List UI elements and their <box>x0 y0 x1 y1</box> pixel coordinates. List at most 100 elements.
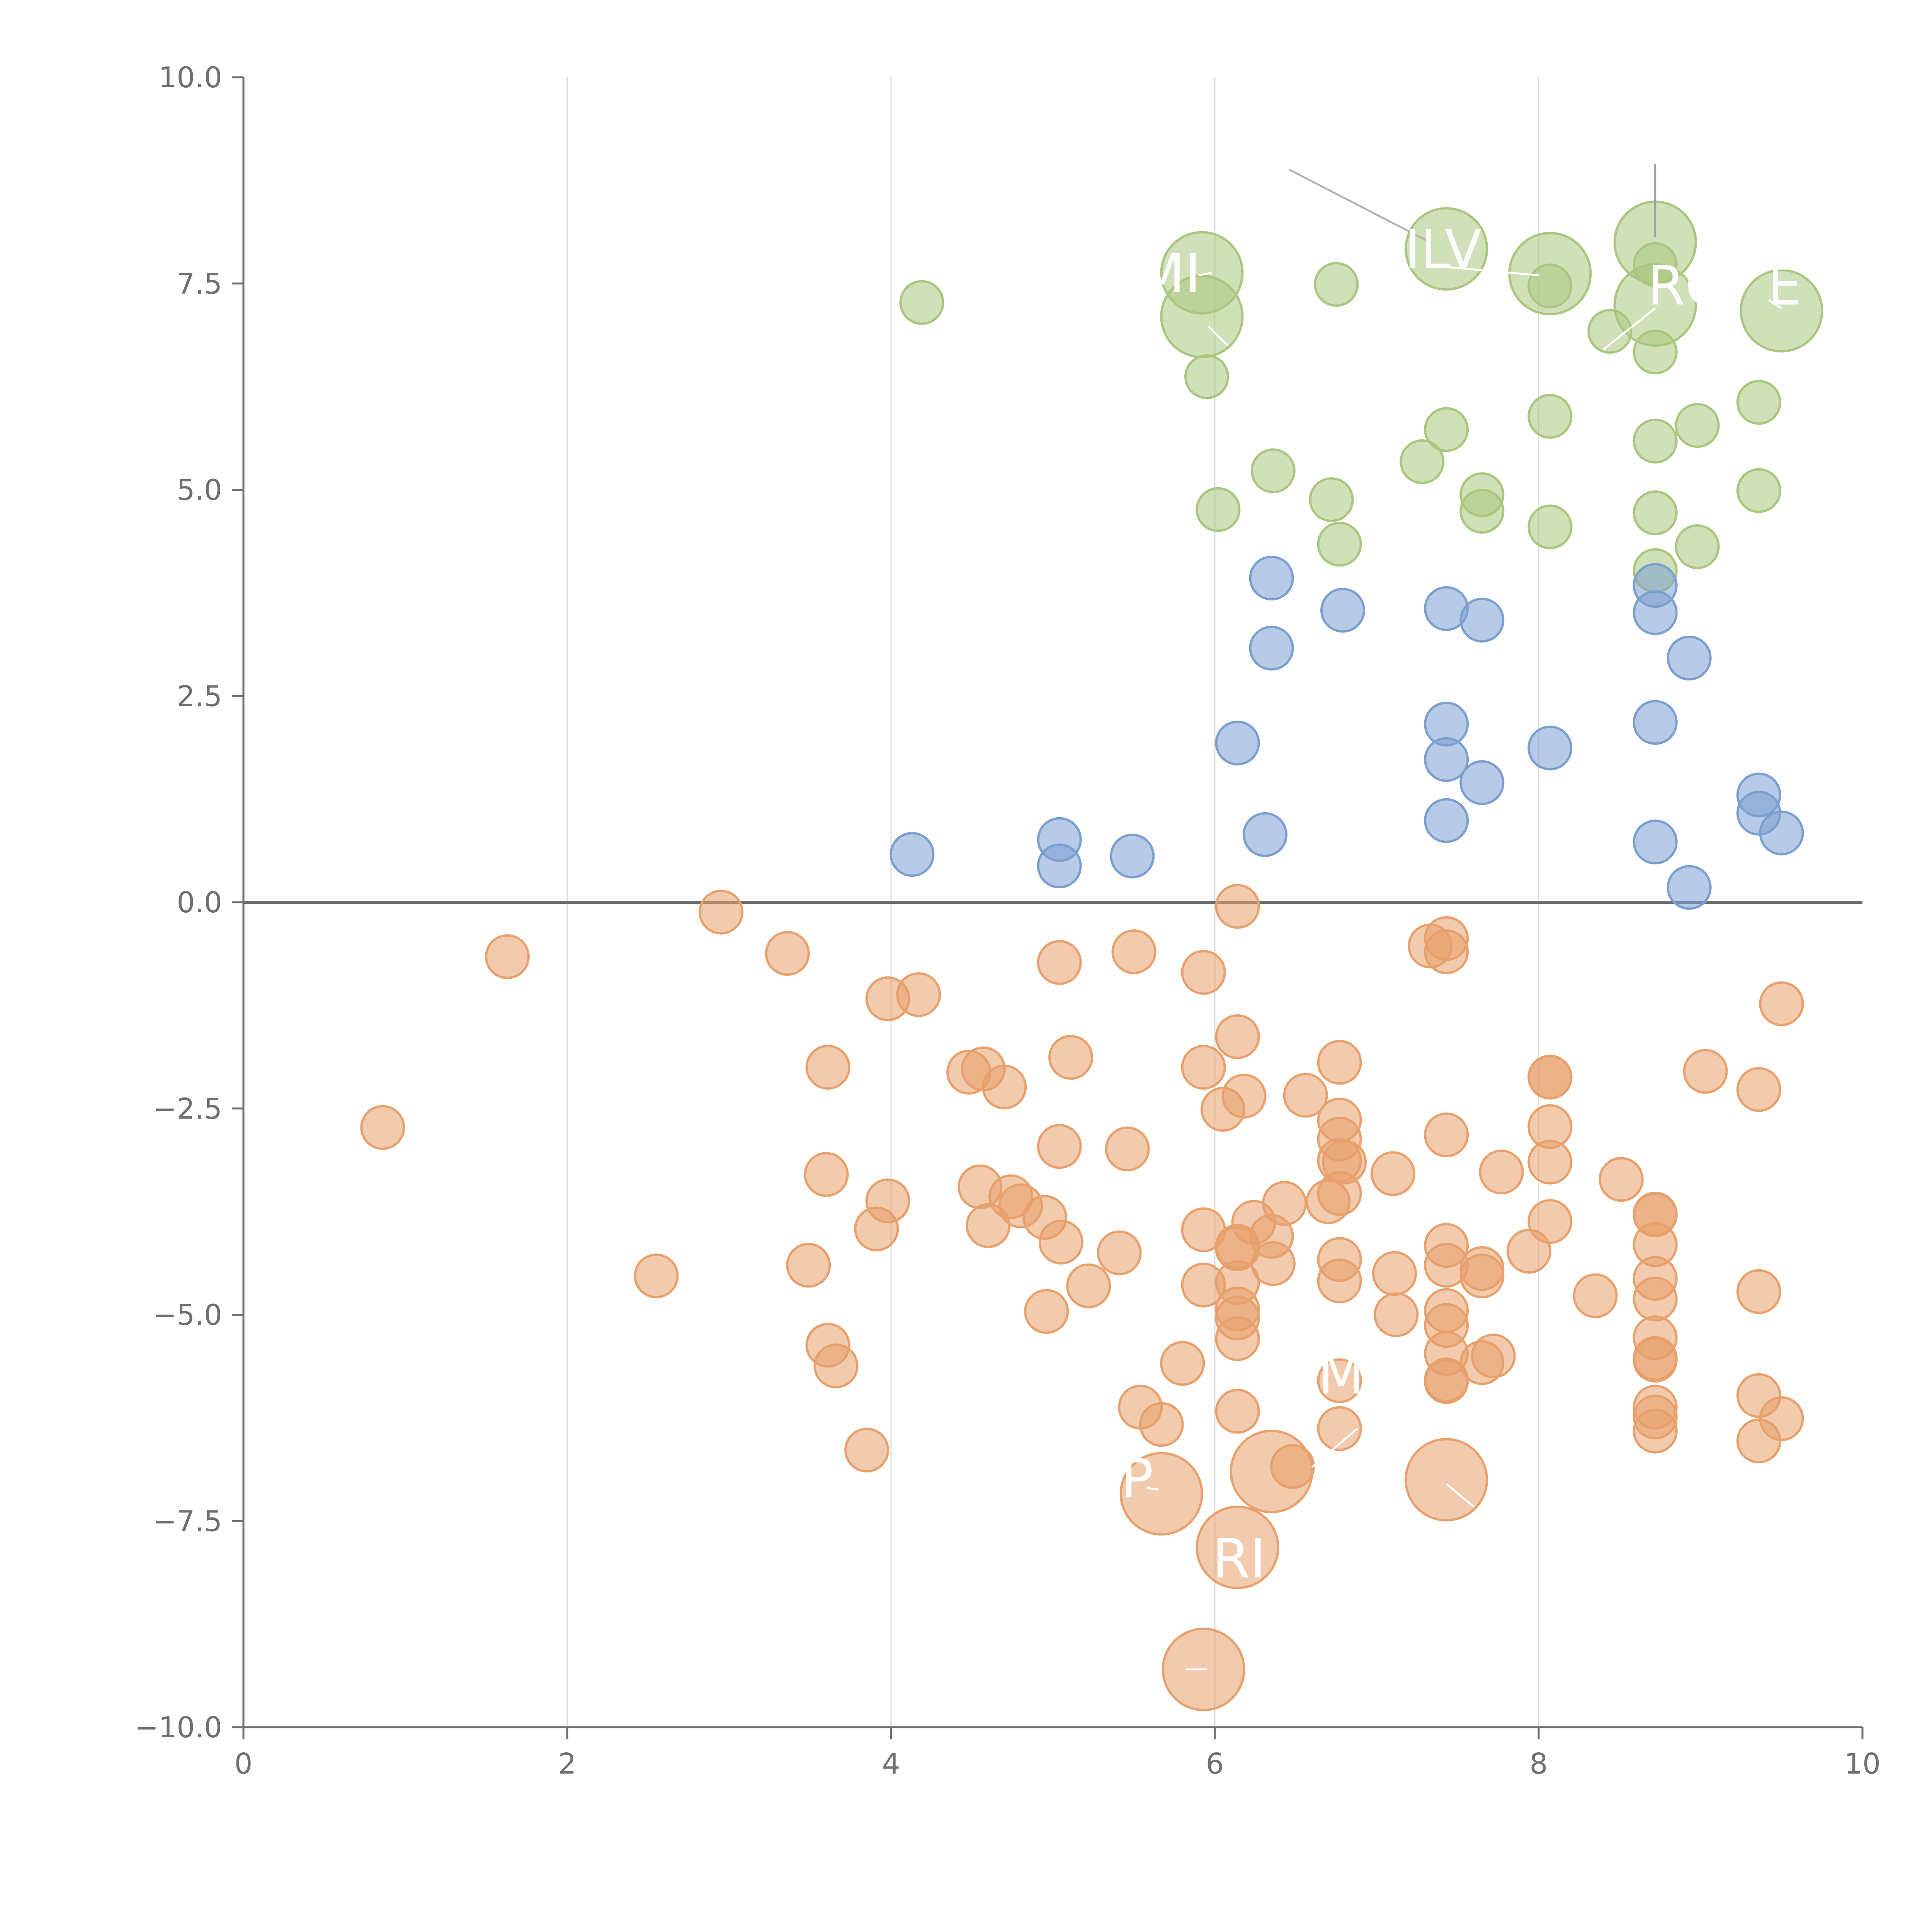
orange-point <box>786 1243 831 1288</box>
orange-point <box>1759 1396 1804 1441</box>
orange-point <box>1037 940 1082 985</box>
blue-point <box>1424 737 1469 782</box>
orange-point <box>1736 1269 1781 1314</box>
point-annotation: ILV <box>1405 218 1482 281</box>
blue-point <box>1633 820 1678 865</box>
leader-line <box>1208 325 1229 346</box>
orange-point <box>1181 1045 1226 1090</box>
blue-point <box>1249 626 1294 671</box>
green-point <box>1675 403 1720 448</box>
orange-point <box>1424 1112 1469 1158</box>
leader-line <box>1289 168 1431 243</box>
orange-point <box>805 1045 850 1090</box>
x-tick-label: 6 <box>1206 1747 1224 1781</box>
orange-point <box>1322 1139 1367 1185</box>
orange-highlight-point <box>1405 1438 1488 1522</box>
green-point <box>1317 522 1362 567</box>
x-tick-label: 10 <box>1844 1747 1881 1781</box>
blue-point <box>1110 833 1155 879</box>
orange-point <box>1374 1292 1419 1337</box>
green-highlight-point <box>1740 269 1823 353</box>
leader-lines <box>1146 164 1782 1671</box>
green-point <box>1736 468 1781 513</box>
leader-line <box>1198 272 1212 276</box>
blue-point <box>1667 865 1712 910</box>
orange-point <box>1215 1389 1260 1434</box>
orange-highlight-point <box>1230 1430 1313 1514</box>
orange-point <box>1139 1402 1184 1447</box>
y-tick-label: 7.5 <box>177 267 222 301</box>
green-point <box>1736 380 1781 425</box>
x-tick-label: 8 <box>1529 1747 1548 1781</box>
orange-point <box>804 1152 849 1197</box>
point-annotation: RI <box>1213 1527 1266 1590</box>
y-tick-label: −7.5 <box>153 1505 222 1538</box>
orange-point <box>1471 1333 1516 1379</box>
point-annotation: P <box>1121 1447 1153 1510</box>
leader-line <box>1446 1483 1475 1508</box>
orange-point <box>765 931 810 976</box>
blue-point <box>1459 760 1505 805</box>
orange-point <box>813 1343 859 1388</box>
point-annotation: RO <box>1648 255 1728 318</box>
blue-point <box>1424 798 1469 843</box>
orange-point <box>360 1105 405 1150</box>
orange-point <box>1215 1014 1260 1060</box>
orange-point <box>634 1253 679 1299</box>
orange-point <box>1527 1139 1573 1185</box>
orange-point <box>1283 1073 1328 1118</box>
orange-point <box>1633 1276 1678 1321</box>
point-annotation: M <box>1318 1344 1364 1406</box>
orange-point <box>1317 1406 1362 1451</box>
orange-point <box>1215 1316 1260 1361</box>
blue-point <box>1633 700 1678 745</box>
orange-point <box>1599 1157 1644 1202</box>
orange-point <box>865 1178 910 1223</box>
orange-point <box>1317 1040 1362 1085</box>
y-tick-label: 0.0 <box>177 886 222 919</box>
green-point <box>1314 262 1359 307</box>
orange-point <box>1683 1049 1728 1094</box>
y-tick-label: 2.5 <box>177 680 222 713</box>
leader-line <box>1146 1487 1158 1491</box>
blue-point <box>1667 636 1712 681</box>
green-highlight-point <box>1160 275 1244 359</box>
orange-point <box>1105 1126 1150 1172</box>
orange-point <box>1097 1230 1142 1276</box>
green-point <box>1309 477 1354 522</box>
orange-point <box>1160 1341 1205 1386</box>
leader-line <box>1446 266 1539 276</box>
leader-line <box>1311 1428 1358 1468</box>
green-point <box>1424 407 1469 452</box>
orange-point <box>1250 1241 1296 1286</box>
orange-point <box>1111 929 1156 975</box>
y-tick-label: −10.0 <box>134 1711 222 1744</box>
leader-line <box>1603 307 1656 350</box>
orange-point <box>1221 1073 1267 1119</box>
leader-line <box>1768 299 1782 309</box>
orange-point <box>1759 981 1804 1026</box>
green-point <box>899 280 944 325</box>
orange-point <box>1038 1219 1083 1265</box>
green-point <box>1633 418 1678 464</box>
orange-point <box>982 1065 1027 1110</box>
green-point <box>1250 448 1296 493</box>
y-tick-label: 5.0 <box>177 474 222 507</box>
orange-point <box>1215 884 1260 929</box>
green-point <box>1633 490 1678 536</box>
orange-point <box>1424 1357 1469 1403</box>
point-annotation: MI <box>1138 242 1201 305</box>
orange-point <box>1633 1408 1678 1454</box>
y-tick-label: −2.5 <box>153 1092 222 1126</box>
green-point <box>1196 487 1241 532</box>
blue-point <box>1633 590 1678 635</box>
orange-point <box>1370 1151 1415 1196</box>
orange-point <box>1459 1246 1505 1291</box>
blue-point <box>1249 555 1294 600</box>
orange-point <box>1372 1251 1417 1296</box>
orange-point <box>1633 1337 1678 1383</box>
x-tick-label: 0 <box>234 1747 252 1781</box>
y-tick-label: −5.0 <box>153 1299 222 1332</box>
x-tick-label: 2 <box>558 1747 576 1781</box>
